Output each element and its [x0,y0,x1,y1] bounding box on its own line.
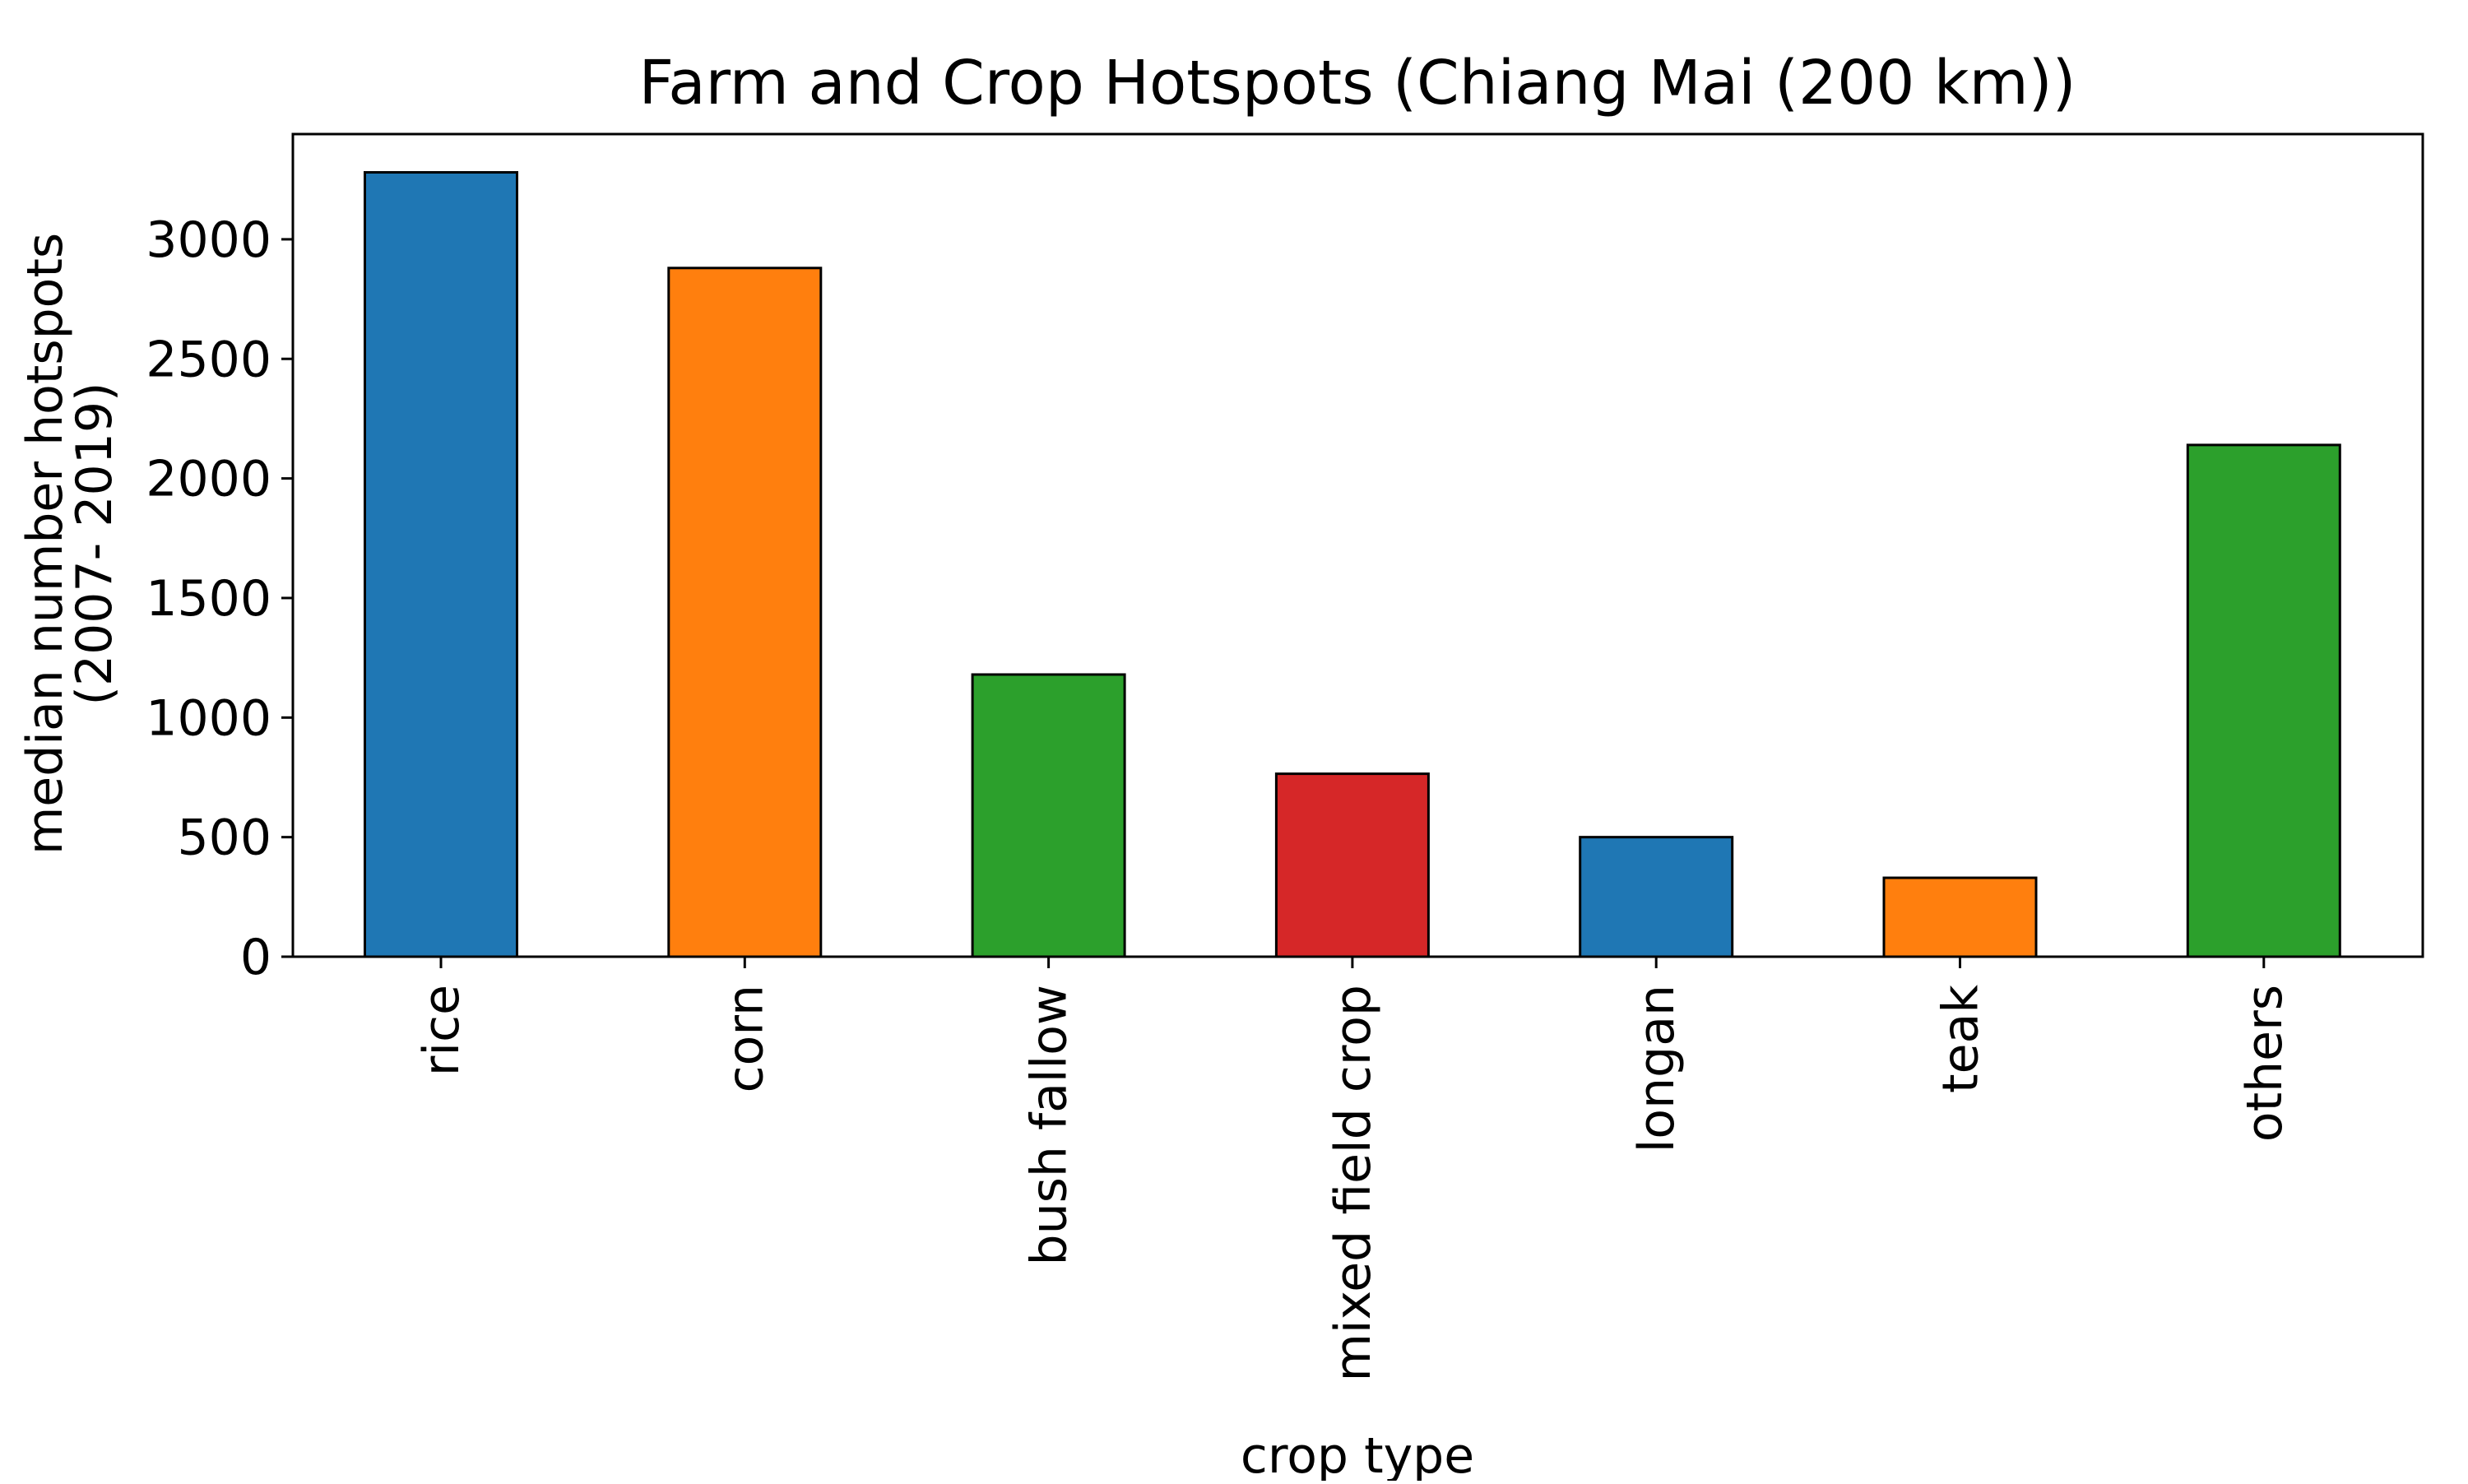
bar-bush-fallow [971,673,1126,958]
x-axis-label: crop type [1241,1427,1474,1481]
bar-corn [667,267,823,958]
y-tick-label: 1500 [146,570,271,628]
bar-rice [364,171,518,958]
y-tick-label: 500 [177,809,271,867]
x-tick-label: rice [413,985,471,1076]
plot-frame [291,132,2424,958]
y-axis-ticks: 0 500 1000 1500 2000 2500 3000 [146,211,293,986]
x-tick-label: teak [1932,985,1990,1093]
y-axis-label: median number hotspots (2007- 2019) [16,233,123,855]
bar-longan [1579,836,1734,958]
x-tick-label: others [2236,985,2294,1142]
y-axis-label-line-1: median number hotspots [16,233,74,855]
x-tick-label: mixed field crop [1324,985,1382,1382]
bars [364,171,2341,958]
y-tick-label: 2000 [146,451,271,508]
y-tick-label: 2500 [146,331,271,388]
x-tick-label: bush fallow [1021,985,1079,1265]
bar-teak [1882,876,2038,958]
y-tick-label: 3000 [146,211,271,269]
y-axis-label-line-2: (2007- 2019) [66,383,123,706]
y-tick-label: 0 [240,929,271,986]
bar-others [2186,443,2341,958]
x-tick-label: longan [1628,985,1686,1152]
y-tick-label: 1000 [146,689,271,747]
chart-title: Farm and Crop Hotspots (Chiang Mai (200 … [639,48,2076,118]
x-axis-ticks: rice corn bush fallow mixed field crop longa… [413,957,2294,1382]
bar-mixed-field-crop [1274,772,1430,958]
x-tick-label: corn [717,985,774,1092]
